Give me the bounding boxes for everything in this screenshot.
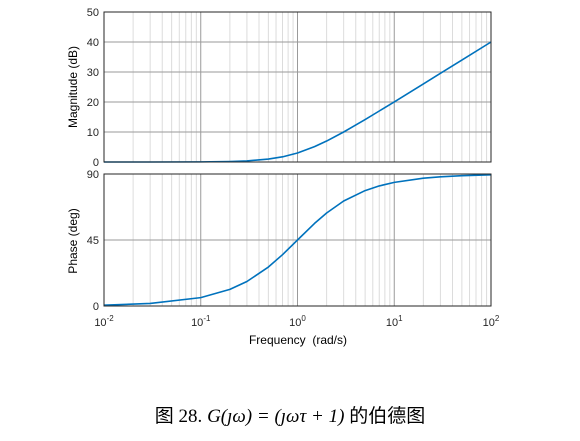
x-tick-label: 100: [289, 314, 306, 329]
phase-y-tick-label: 0: [93, 301, 99, 313]
phase-y-axis-label: Phase (deg): [66, 208, 80, 273]
caption-suffix: 的伯德图: [349, 406, 426, 427]
magnitude-y-tick-label: 10: [87, 127, 99, 139]
x-tick-label: 101: [386, 314, 403, 329]
phase-panel: 0 45 90 10-2 10-1 100 101 102: [87, 169, 500, 329]
magnitude-y-tick-label: 0: [93, 157, 99, 169]
figure-caption: 图 28. G(ȷω) = (ȷωτ + 1) 的伯德图: [0, 401, 580, 428]
magnitude-y-tick-label: 50: [87, 7, 99, 19]
phase-axes-frame: [103, 173, 492, 307]
magnitude-panel: 0 10 20 30 40 50: [87, 7, 492, 169]
frequency-x-axis-label: Frequency (rad/s): [249, 333, 347, 347]
x-tick-label: 10-2: [94, 314, 114, 329]
x-tick-label: 102: [483, 314, 500, 329]
caption-math: G(ȷω) = (ȷωτ + 1): [207, 406, 345, 427]
x-tick-label: 10-1: [191, 314, 211, 329]
phase-series-line: [103, 174, 492, 306]
magnitude-axes-frame: [103, 11, 492, 163]
phase-y-tick-label: 90: [87, 169, 99, 181]
magnitude-y-tick-label: 40: [87, 37, 99, 49]
magnitude-y-tick-label: 20: [87, 97, 99, 109]
caption-prefix: 图 28.: [154, 406, 203, 427]
phase-y-tick-label: 45: [87, 235, 99, 247]
magnitude-y-tick-label: 30: [87, 67, 99, 79]
magnitude-y-axis-label: Magnitude (dB): [66, 46, 80, 128]
